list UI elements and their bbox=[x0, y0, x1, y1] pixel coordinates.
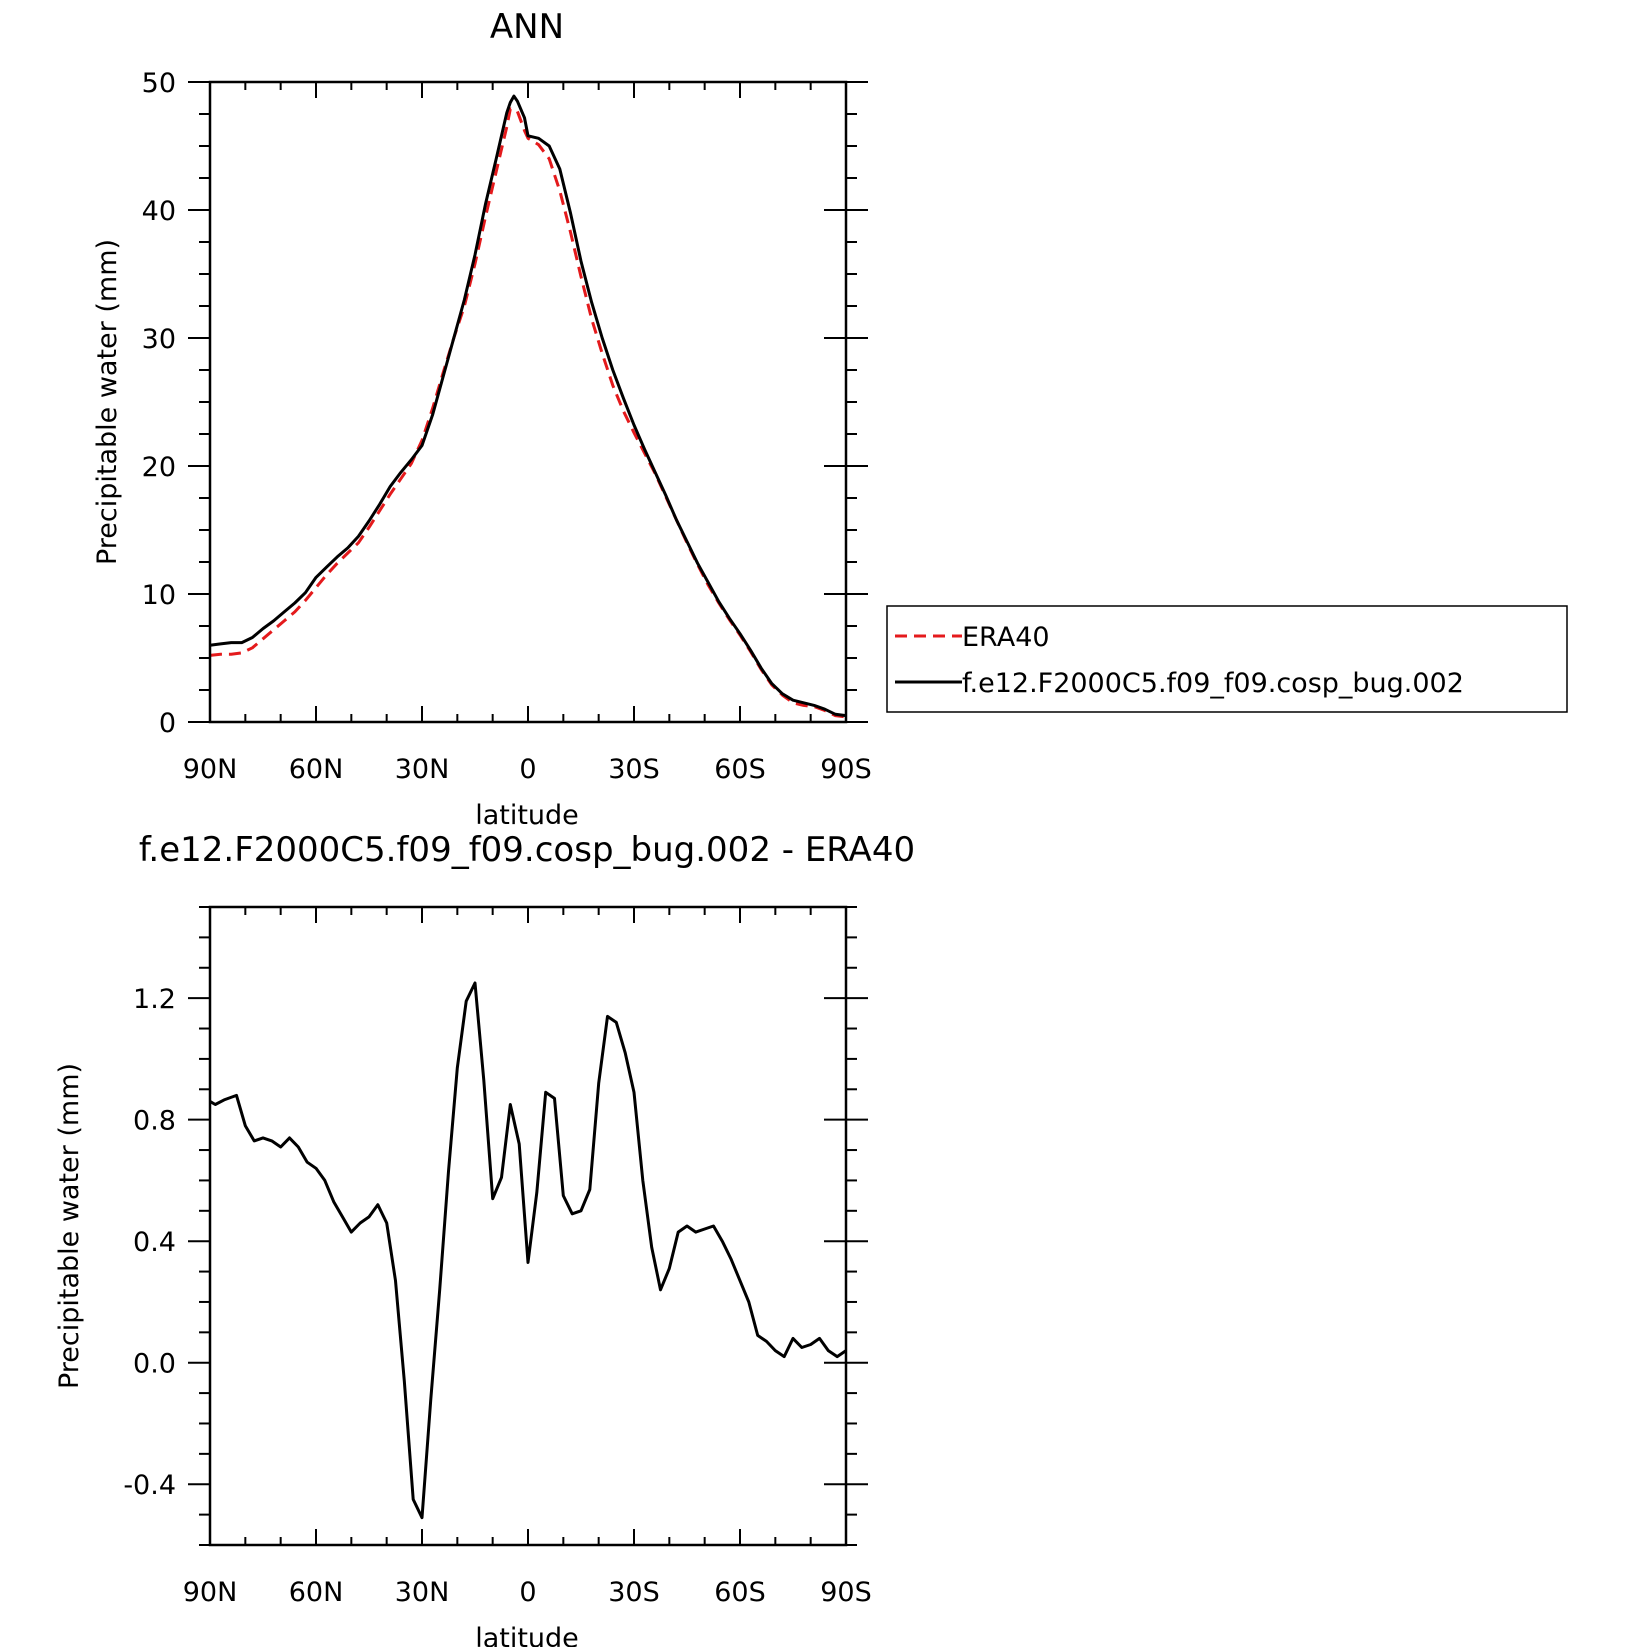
bottom-y-tick-label: 0.8 bbox=[133, 1106, 176, 1137]
bottom-x-tick-label: 30N bbox=[395, 1577, 450, 1608]
legend: ERA40 f.e12.F2000C5.f09_f09.cosp_bug.002 bbox=[886, 605, 1568, 713]
bottom-chart-ticks: 90N 60N 30N 0 30S 60S 90S -0.4 0.0 0.4 0.8 1.2 bbox=[123, 906, 872, 1608]
bottom-series-line-model bbox=[209, 981, 847, 1520]
bottom-x-tick-label: 30S bbox=[608, 1577, 660, 1608]
bottom-chart-x-axis-title: latitude bbox=[475, 1623, 579, 1647]
legend-label-model: f.e12.F2000C5.f09_f09.cosp_bug.002 bbox=[962, 668, 1464, 699]
bottom-x-tick-label: 60N bbox=[289, 1577, 344, 1608]
top-y-tick-label: 30 bbox=[142, 324, 176, 355]
top-x-tick-label: 30S bbox=[608, 754, 660, 785]
top-chart-title: ANN bbox=[490, 7, 564, 47]
top-chart-series bbox=[209, 94, 847, 719]
bottom-x-tick-label: 90N bbox=[183, 1577, 238, 1608]
top-chart-ticks: 90N 60N 30N 0 30S 60S 90S 0 10 20 30 40 50 bbox=[142, 68, 872, 785]
bottom-y-tick-label: 0.0 bbox=[133, 1349, 176, 1380]
bottom-chart-title: f.e12.F2000C5.f09_f09.cosp_bug.002 - ERA… bbox=[139, 830, 915, 870]
top-y-tick-label: 50 bbox=[142, 68, 176, 99]
top-x-tick-label: 60S bbox=[714, 754, 766, 785]
top-series-line-model bbox=[209, 94, 847, 718]
top-y-tick-label: 20 bbox=[142, 452, 176, 483]
bottom-y-tick-label: 1.2 bbox=[133, 984, 176, 1015]
top-x-tick-label: 90N bbox=[183, 754, 238, 785]
bottom-y-tick-label: -0.4 bbox=[123, 1470, 176, 1501]
bottom-chart: f.e12.F2000C5.f09_f09.cosp_bug.002 - ERA… bbox=[54, 830, 915, 1647]
top-chart-x-axis-title: latitude bbox=[475, 800, 579, 831]
top-x-tick-label: 30N bbox=[395, 754, 450, 785]
bottom-chart-y-axis-title: Precipitable water (mm) bbox=[54, 1063, 85, 1389]
bottom-x-tick-label: 0 bbox=[519, 1577, 536, 1608]
top-y-tick-label: 10 bbox=[142, 580, 176, 611]
bottom-chart-frame bbox=[208, 905, 848, 1547]
bottom-x-tick-label: 60S bbox=[714, 1577, 766, 1608]
top-chart-y-axis-title: Precipitable water (mm) bbox=[92, 239, 123, 565]
bottom-chart-series bbox=[209, 981, 847, 1520]
top-y-tick-label: 40 bbox=[142, 196, 176, 227]
top-y-tick-label: 0 bbox=[159, 708, 176, 739]
top-x-tick-label: 0 bbox=[519, 754, 536, 785]
legend-box bbox=[886, 605, 1568, 713]
top-x-tick-label: 90S bbox=[820, 754, 872, 785]
bottom-y-tick-label: 0.4 bbox=[133, 1227, 176, 1258]
top-series-line-era40 bbox=[209, 107, 847, 719]
top-chart-frame bbox=[208, 80, 848, 724]
top-x-tick-label: 60N bbox=[289, 754, 344, 785]
bottom-x-tick-label: 90S bbox=[820, 1577, 872, 1608]
top-chart: ANN 90N 60N 30N 0 30S 60S 90S 0 10 20 30 40 50 latit… bbox=[92, 7, 1568, 831]
legend-label-era40: ERA40 bbox=[962, 622, 1050, 653]
